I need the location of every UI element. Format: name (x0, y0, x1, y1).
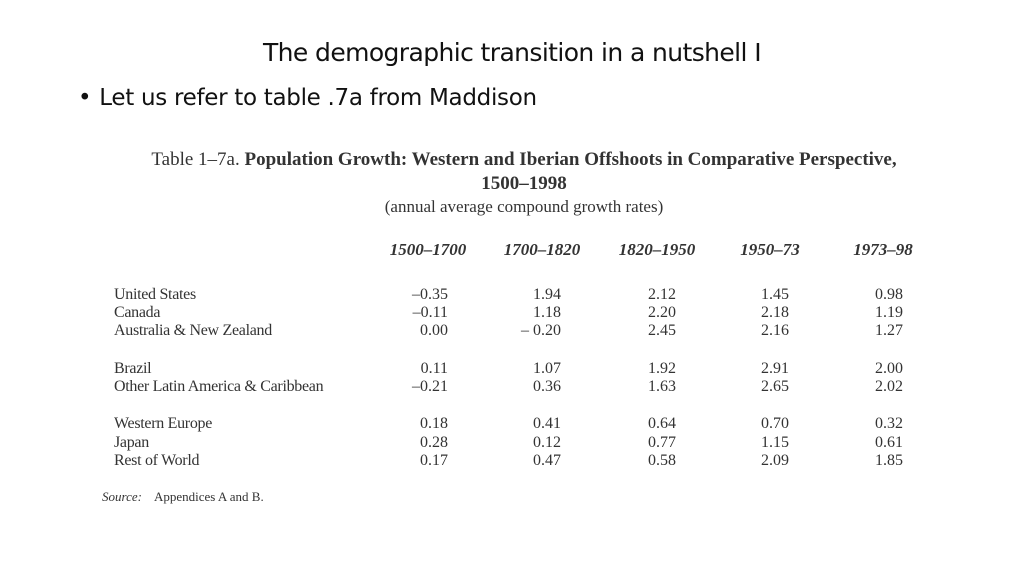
table-cell: 0.17 (420, 452, 448, 469)
table-cell: 0.58 (648, 452, 676, 469)
table-caption: Table 1–7a. Population Growth: Western a… (134, 149, 914, 217)
table-cell: 0.36 (533, 378, 561, 395)
column-header: 1973–98 (853, 240, 913, 259)
column-header: 1700–1820 (503, 240, 581, 259)
table-cell: 0.18 (420, 415, 448, 432)
table-cell: 2.09 (761, 452, 789, 469)
table-cell: 0.32 (875, 415, 903, 432)
table-cell: 1.92 (648, 360, 676, 377)
table-cell: 2.16 (761, 322, 789, 339)
table-cell: –0.35 (412, 286, 448, 303)
table-cell: 1.19 (875, 304, 903, 321)
row-label: Western Europe (114, 415, 213, 432)
table-cell: 0.70 (761, 415, 789, 432)
table-cell: 1.07 (533, 360, 561, 377)
table-cell: 0.98 (875, 286, 903, 303)
source-text: Appendices A and B. (153, 489, 264, 504)
table-cell: 2.20 (648, 304, 676, 321)
table-cell: 2.12 (648, 286, 676, 303)
row-label: Brazil (114, 360, 152, 377)
row-label: Other Latin America & Caribbean (114, 378, 324, 395)
table-cell: 0.47 (533, 452, 561, 469)
table-source: Source: Appendices A and B. (102, 489, 264, 505)
column-header: 1500–1700 (389, 240, 467, 259)
table-cell: 2.18 (761, 304, 789, 321)
bullet-text: Let us refer to table .7a from Maddison (99, 85, 537, 111)
table-cell: –0.21 (412, 378, 448, 395)
caption-title: Population Growth: Western and Iberian O… (244, 149, 897, 170)
slide-title: The demographic transition in a nutshell… (263, 38, 762, 67)
table-cell: 1.18 (533, 304, 561, 321)
bullet-item: • Let us refer to table .7a from Maddison (78, 85, 537, 111)
table-cell: 2.00 (875, 360, 903, 377)
table-cell: 1.85 (875, 452, 903, 469)
bullet-dot-icon: • (78, 85, 92, 111)
column-header: 1950–73 (740, 240, 800, 259)
row-label: United States (114, 286, 196, 303)
row-label: Canada (114, 304, 161, 321)
table-cell: 1.27 (875, 322, 903, 339)
table-cell: 0.77 (648, 434, 676, 451)
caption-number: Table 1–7a. (151, 149, 240, 170)
table-cell: 0.64 (648, 415, 676, 432)
table-cell: 2.02 (875, 378, 903, 395)
table-cell: 2.45 (648, 322, 676, 339)
table-cell: 0.11 (420, 360, 448, 377)
table-cell: 1.15 (761, 434, 789, 451)
table-cell: 1.94 (533, 286, 561, 303)
table-cell: –0.11 (412, 304, 448, 321)
table-cell: 2.91 (761, 360, 789, 377)
column-header: 1820–1950 (618, 240, 696, 259)
caption-subtitle: (annual average compound growth rates) (384, 197, 664, 216)
table-cell: 0.28 (420, 434, 448, 451)
table-cell: 0.61 (875, 434, 903, 451)
table-cell: 0.00 (420, 322, 448, 339)
row-label: Japan (114, 434, 149, 451)
table-cell: 0.41 (533, 415, 561, 432)
row-label: Australia & New Zealand (114, 322, 272, 339)
table-cell: 2.65 (761, 378, 789, 395)
source-label: Source: (102, 489, 142, 504)
table-cell: 1.63 (648, 378, 676, 395)
table-cell: 1.45 (761, 286, 789, 303)
row-label: Rest of World (114, 452, 200, 469)
table-cell: 0.12 (533, 434, 561, 451)
caption-years: 1500–1998 (481, 173, 567, 194)
caption-title-line: Table 1–7a. Population Growth: Western a… (134, 149, 914, 171)
table-cell: – 0.20 (521, 322, 561, 339)
